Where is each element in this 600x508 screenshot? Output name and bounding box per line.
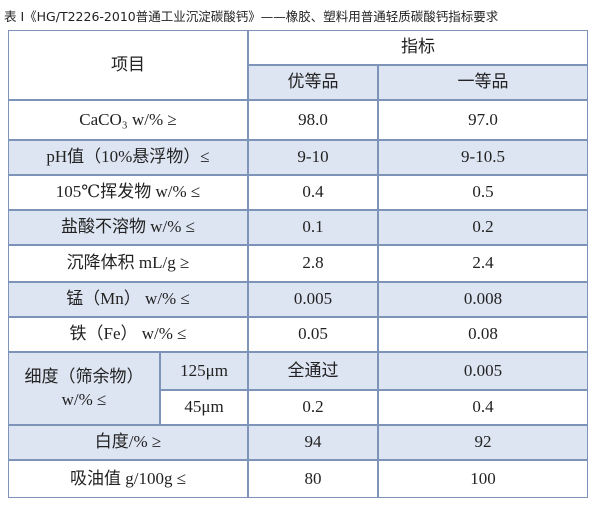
row-label: CaCO₃ w/% ≥ bbox=[8, 100, 248, 140]
value: 0.5 bbox=[378, 175, 588, 210]
sieve-size: 45μm bbox=[160, 390, 248, 425]
value: 0.008 bbox=[378, 282, 588, 317]
value: 100 bbox=[378, 460, 588, 498]
row-label: 锰（Mn） w/% ≤ bbox=[8, 282, 248, 317]
row-label: 白度/% ≥ bbox=[8, 425, 248, 460]
row-label: 铁（Fe） w/% ≤ bbox=[8, 317, 248, 352]
value: 0.4 bbox=[378, 390, 588, 425]
value: 2.8 bbox=[248, 245, 378, 282]
value: 2.4 bbox=[378, 245, 588, 282]
value: 97.0 bbox=[378, 100, 588, 140]
row-label: 沉降体积 mL/g ≥ bbox=[8, 245, 248, 282]
header-grade: 优等品 bbox=[248, 65, 378, 100]
value: 92 bbox=[378, 425, 588, 460]
header-indicator: 指标 bbox=[248, 30, 588, 65]
value: 9-10 bbox=[248, 140, 378, 175]
value: 0.005 bbox=[248, 282, 378, 317]
value: 0.05 bbox=[248, 317, 378, 352]
value: 80 bbox=[248, 460, 378, 498]
row-label: 盐酸不溶物 w/% ≤ bbox=[8, 210, 248, 245]
value: 0.2 bbox=[248, 390, 378, 425]
value: 0.1 bbox=[248, 210, 378, 245]
label-line: 细度（筛余物） bbox=[24, 366, 144, 386]
value: 9-10.5 bbox=[378, 140, 588, 175]
value: 全通过 bbox=[248, 352, 378, 390]
value: 94 bbox=[248, 425, 378, 460]
table-title: 表 I《HG/T2226-2010普通工业沉淀碳酸钙》——橡胶、塑料用普通轻质碳… bbox=[4, 9, 499, 24]
row-label: pH值（10%悬浮物）≤ bbox=[8, 140, 248, 175]
row-label: 细度（筛余物） w/% ≤ bbox=[8, 352, 160, 425]
value: 0.2 bbox=[378, 210, 588, 245]
value: 0.4 bbox=[248, 175, 378, 210]
sieve-size: 125μm bbox=[160, 352, 248, 390]
label-line: w/% ≤ bbox=[61, 389, 107, 409]
value: 98.0 bbox=[248, 100, 378, 140]
header-grade: 一等品 bbox=[378, 65, 588, 100]
row-label: 吸油值 g/100g ≤ bbox=[8, 460, 248, 498]
row-label: 105℃挥发物 w/% ≤ bbox=[8, 175, 248, 210]
header-item: 项目 bbox=[8, 30, 248, 100]
value: 0.08 bbox=[378, 317, 588, 352]
value: 0.005 bbox=[378, 352, 588, 390]
